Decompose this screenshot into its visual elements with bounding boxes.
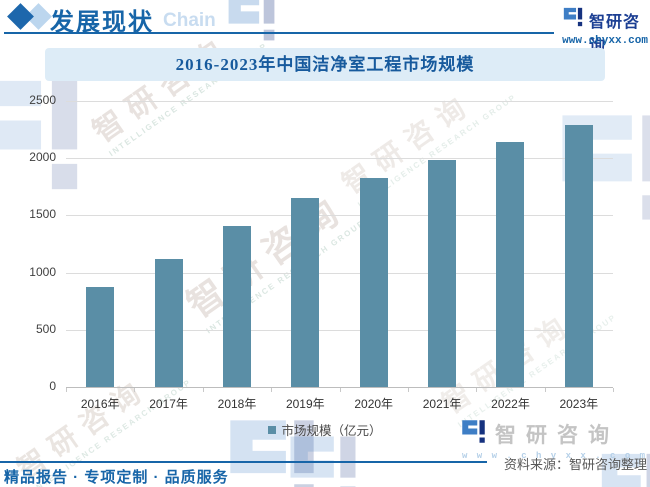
legend-label: 市场规模（亿元） [281, 424, 382, 438]
watermark-logo-icon [596, 448, 650, 487]
category-tick [66, 388, 67, 392]
footer-brand-watermark: 智研咨询 w w w . c h y x x . c o m [460, 418, 647, 461]
x-axis-tick-2020年: 2020年 [354, 397, 394, 411]
section-title: 发展现状 [50, 10, 154, 36]
chart-legend: 市场规模（亿元） [0, 420, 650, 439]
gridline-1000 [66, 272, 613, 274]
header-watermark-en: Chain [163, 10, 216, 31]
y-axis-tick-1000: 1000 [29, 264, 56, 279]
category-tick [476, 388, 478, 392]
y-axis-tick-0: 0 [49, 379, 56, 393]
chart-title-banner: 2016-2023年中国洁净室工程市场规模 [45, 48, 605, 81]
x-axis-tick-2022年: 2022年 [491, 397, 530, 411]
legend-marker [268, 425, 277, 434]
watermark-logo-icon [224, 0, 279, 50]
y-axis-tick-2500: 2500 [29, 93, 56, 107]
x-axis-tick-2018年: 2018年 [217, 397, 257, 411]
gridline-2000 [66, 158, 613, 160]
category-tick [134, 388, 136, 392]
gridline-1500 [66, 215, 613, 217]
x-axis-tick-2017年: 2017年 [149, 397, 188, 411]
bar-2020年 [359, 178, 388, 387]
watermark-logo-icon [0, 70, 88, 205]
bar-2016年 [86, 286, 115, 387]
bar-2023年 [564, 124, 593, 387]
brand-logo-icon [562, 6, 584, 28]
x-axis-tick-2023年: 2023年 [559, 397, 599, 411]
x-axis-tick-2019年: 2019年 [285, 397, 325, 411]
x-axis-tick-2021年: 2021年 [422, 397, 462, 411]
gridline-0 [66, 387, 613, 388]
header-divider [4, 32, 554, 34]
gridline-500 [66, 329, 613, 331]
category-tick [613, 388, 614, 392]
watermark-url: w w w . c h y x x . c o m [462, 451, 648, 461]
bar-2022年 [496, 142, 525, 387]
brand-logo-icon [460, 418, 487, 450]
bar-2018年 [222, 226, 251, 387]
x-axis-tick-2016年: 2016年 [80, 397, 120, 411]
y-axis-tick-1500: 1500 [29, 207, 56, 222]
bar-2021年 [428, 159, 457, 387]
brand-url[interactable]: www.chyxx.com [562, 35, 648, 47]
chart-title: 2016-2023年中国洁净室工程市场规模 [175, 55, 475, 74]
footer-divider [0, 461, 487, 463]
category-tick [339, 388, 341, 392]
data-source: 资料来源：智研咨询整理 [503, 457, 647, 472]
category-tick [407, 388, 409, 392]
watermark-brand: 智研咨询 [495, 423, 619, 447]
gridline-2500 [66, 101, 613, 102]
y-axis-tick-2000: 2000 [29, 150, 56, 165]
category-tick [202, 388, 204, 392]
footer-tagline: 精品报告 · 专项定制 · 品质服务 [4, 469, 229, 486]
category-tick [544, 388, 546, 392]
watermark-logo-icon [284, 430, 362, 487]
category-tick [271, 388, 273, 392]
bar-2017年 [154, 259, 183, 387]
watermark-logo-icon [222, 412, 322, 487]
bar-2019年 [291, 198, 320, 387]
y-axis-tick-500: 500 [35, 321, 56, 336]
